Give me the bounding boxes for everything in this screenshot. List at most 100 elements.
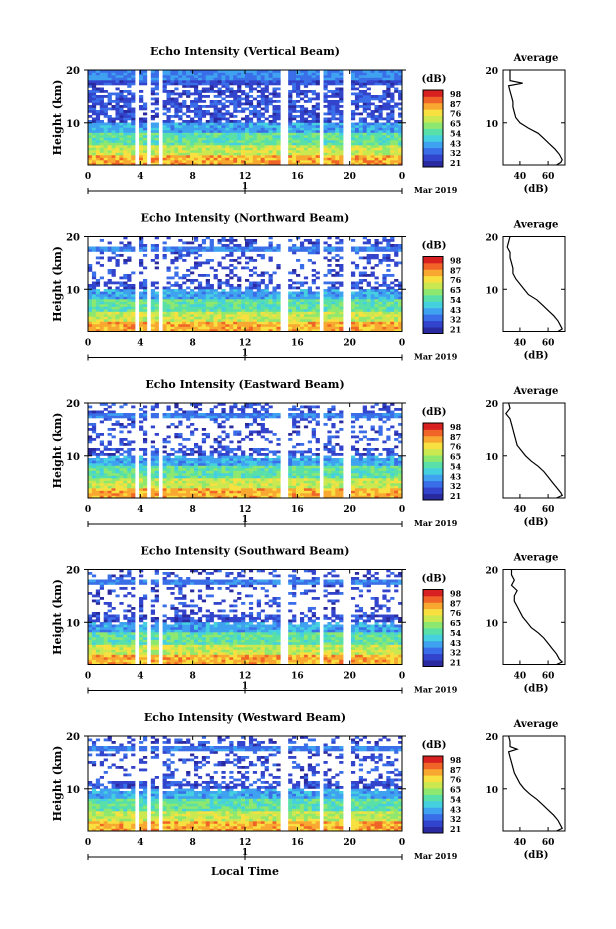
heatmap-cell [182,304,187,307]
heatmap-cell [374,97,379,101]
heatmap-cell [107,155,112,158]
heatmap-cell [386,291,391,295]
heatmap-cell [292,110,297,113]
heatmap-cell [186,127,191,131]
heatmap-cell [252,284,258,287]
heatmap-cell [115,301,120,305]
heatmap-cell [174,314,179,317]
heatmap-cell [201,105,207,108]
heatmap-cell [154,261,159,265]
heatmap-cell [99,480,104,484]
heatmap-cell [99,420,104,424]
heatmap-cell [366,132,371,136]
heatmap-cell [229,246,234,250]
profile-x-tick-label: 40 [514,172,527,182]
heatmap-cell [139,291,144,295]
heatmap-cell [229,296,234,300]
heatmap-cell [127,92,132,96]
heatmap-cell [382,130,387,133]
heatmap-cell [323,319,328,322]
heatmap-cell [95,306,101,310]
heatmap-cell [394,145,399,148]
heatmap-cell [111,403,116,406]
heatmap-cell [339,75,344,78]
heatmap-cell [303,142,309,146]
heatmap-cell [95,145,101,148]
heatmap-cell [331,274,336,277]
heatmap-cell [88,478,93,481]
heatmap-cell [276,286,281,290]
heatmap-cell [354,112,360,116]
heatmap-cell [115,127,120,131]
heatmap-cell [197,70,203,73]
heatmap-cell [221,266,226,270]
heatmap-cell [217,286,222,290]
heatmap-cell [190,251,195,255]
heatmap-cell [154,465,159,469]
heatmap-cell [233,319,238,322]
heatmap-cell [193,160,199,163]
heatmap-cell [115,82,120,86]
heatmap-cell [119,309,124,312]
heatmap-cell [91,145,97,148]
heatmap-cell [370,75,375,78]
heatmap-cell [299,264,305,267]
heatmap-cell [150,324,156,327]
heatmap-cell [131,112,136,116]
heatmap-cell [225,87,230,91]
heatmap-cell [162,105,167,108]
heatmap-cell [91,152,97,156]
heatmap-cell [170,140,175,143]
heatmap-cell [307,70,313,73]
heatmap-cell [99,403,104,406]
heatmap-cell [178,423,183,426]
heatmap-cell [170,316,175,320]
heatmap-cell [123,458,128,461]
heatmap-cell [111,319,116,322]
heatmap-cell [350,77,356,81]
heatmap-cell [268,321,273,325]
heatmap-cell [142,279,148,282]
heatmap-cell [170,291,175,295]
heatmap-cell [256,286,261,290]
heatmap-cell [201,488,207,491]
heatmap-cell [150,249,156,252]
heatmap-cell [99,102,104,106]
heatmap-cell [91,289,97,292]
heatmap-cell [390,107,395,111]
heatmap-cell [303,107,309,111]
heatmap-cell [99,495,104,499]
heatmap-cell [237,311,242,315]
heatmap-cell [193,249,199,252]
heatmap-cell [256,162,261,166]
heatmap-cell [398,107,403,111]
heatmap-cell [233,132,238,136]
heatmap-cell [154,291,159,295]
heatmap-cell [213,145,218,148]
heatmap-cell [362,155,367,158]
heatmap-cell [394,299,399,302]
heatmap-cell [150,408,156,411]
heatmap-cell [142,291,148,295]
heatmap-cell [99,490,104,494]
heatmap-cell [268,70,273,73]
heatmap-cell [225,254,230,257]
heatmap-cell [276,80,281,83]
heatmap-cell [123,319,128,322]
heatmap-cell [131,127,136,131]
heatmap-cell [311,90,316,93]
heatmap-cell [142,105,148,108]
heatmap-cell [386,254,391,257]
heatmap-cell [350,294,356,297]
heatmap-cell [103,324,108,327]
heatmap-cell [154,140,159,143]
heatmap-cell [201,100,207,103]
heatmap-cell [107,321,112,325]
heatmap-cell [170,92,175,96]
heatmap-cell [398,150,403,153]
heatmap-cell [296,236,301,240]
heatmap-cell [201,110,207,113]
heatmap-cell [288,132,293,136]
heatmap-cell [331,269,336,272]
heatmap-cell [190,478,195,481]
